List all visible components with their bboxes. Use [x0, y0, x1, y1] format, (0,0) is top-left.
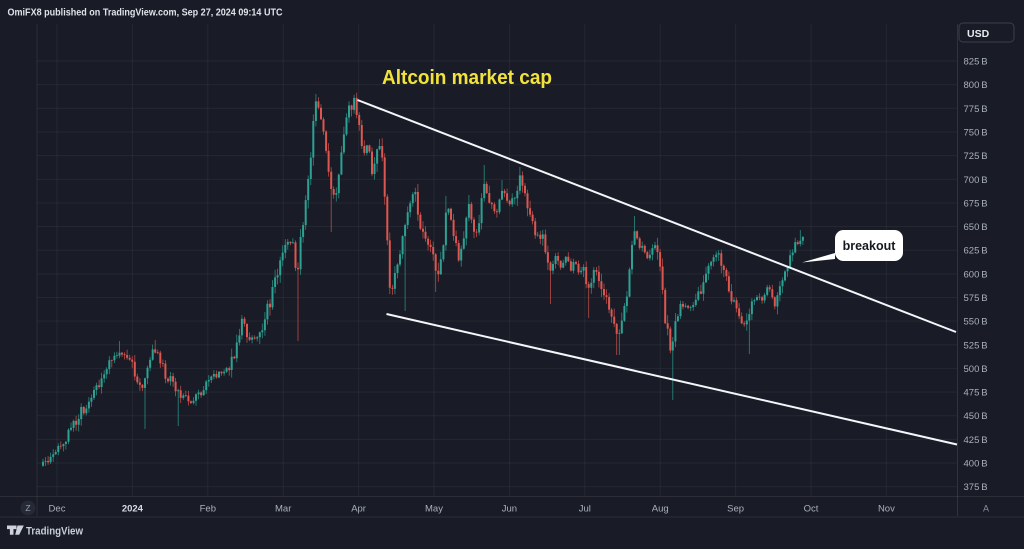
- svg-text:TradingView: TradingView: [26, 526, 84, 538]
- svg-text:750 B: 750 B: [964, 127, 988, 138]
- svg-text:425 B: 425 B: [964, 435, 988, 446]
- svg-text:2024: 2024: [122, 504, 144, 515]
- svg-text:USD: USD: [967, 28, 990, 40]
- svg-text:600 B: 600 B: [964, 269, 988, 280]
- svg-text:450 B: 450 B: [964, 411, 988, 422]
- svg-text:Sep: Sep: [727, 504, 744, 515]
- svg-text:Nov: Nov: [878, 504, 895, 515]
- svg-text:Feb: Feb: [200, 504, 216, 515]
- svg-text:400 B: 400 B: [964, 459, 988, 470]
- svg-text:breakout: breakout: [843, 239, 897, 253]
- svg-text:Mar: Mar: [275, 504, 291, 515]
- svg-text:Z: Z: [25, 503, 30, 513]
- svg-text:OmiFX8 published on TradingVie: OmiFX8 published on TradingView.com, Sep…: [8, 7, 283, 19]
- svg-text:650 B: 650 B: [964, 222, 988, 233]
- svg-text:675 B: 675 B: [964, 198, 988, 209]
- svg-text:775 B: 775 B: [964, 104, 988, 115]
- svg-text:Altcoin market cap: Altcoin market cap: [382, 67, 552, 89]
- svg-text:550 B: 550 B: [964, 317, 988, 328]
- svg-text:Apr: Apr: [351, 504, 366, 515]
- svg-text:A: A: [983, 504, 989, 514]
- svg-text:Jun: Jun: [502, 504, 517, 515]
- svg-text:575 B: 575 B: [964, 293, 988, 304]
- svg-text:800 B: 800 B: [964, 80, 988, 91]
- svg-text:475 B: 475 B: [964, 388, 988, 399]
- svg-text:700 B: 700 B: [964, 175, 988, 186]
- svg-text:375 B: 375 B: [964, 482, 988, 493]
- svg-text:725 B: 725 B: [964, 151, 988, 162]
- svg-text:Jul: Jul: [579, 504, 591, 515]
- svg-text:825 B: 825 B: [964, 57, 988, 68]
- svg-text:Dec: Dec: [49, 504, 66, 515]
- svg-text:500 B: 500 B: [964, 364, 988, 375]
- svg-text:Aug: Aug: [652, 504, 669, 515]
- svg-text:525 B: 525 B: [964, 340, 988, 351]
- svg-text:Oct: Oct: [804, 504, 819, 515]
- svg-text:May: May: [425, 504, 443, 515]
- svg-text:625 B: 625 B: [964, 246, 988, 257]
